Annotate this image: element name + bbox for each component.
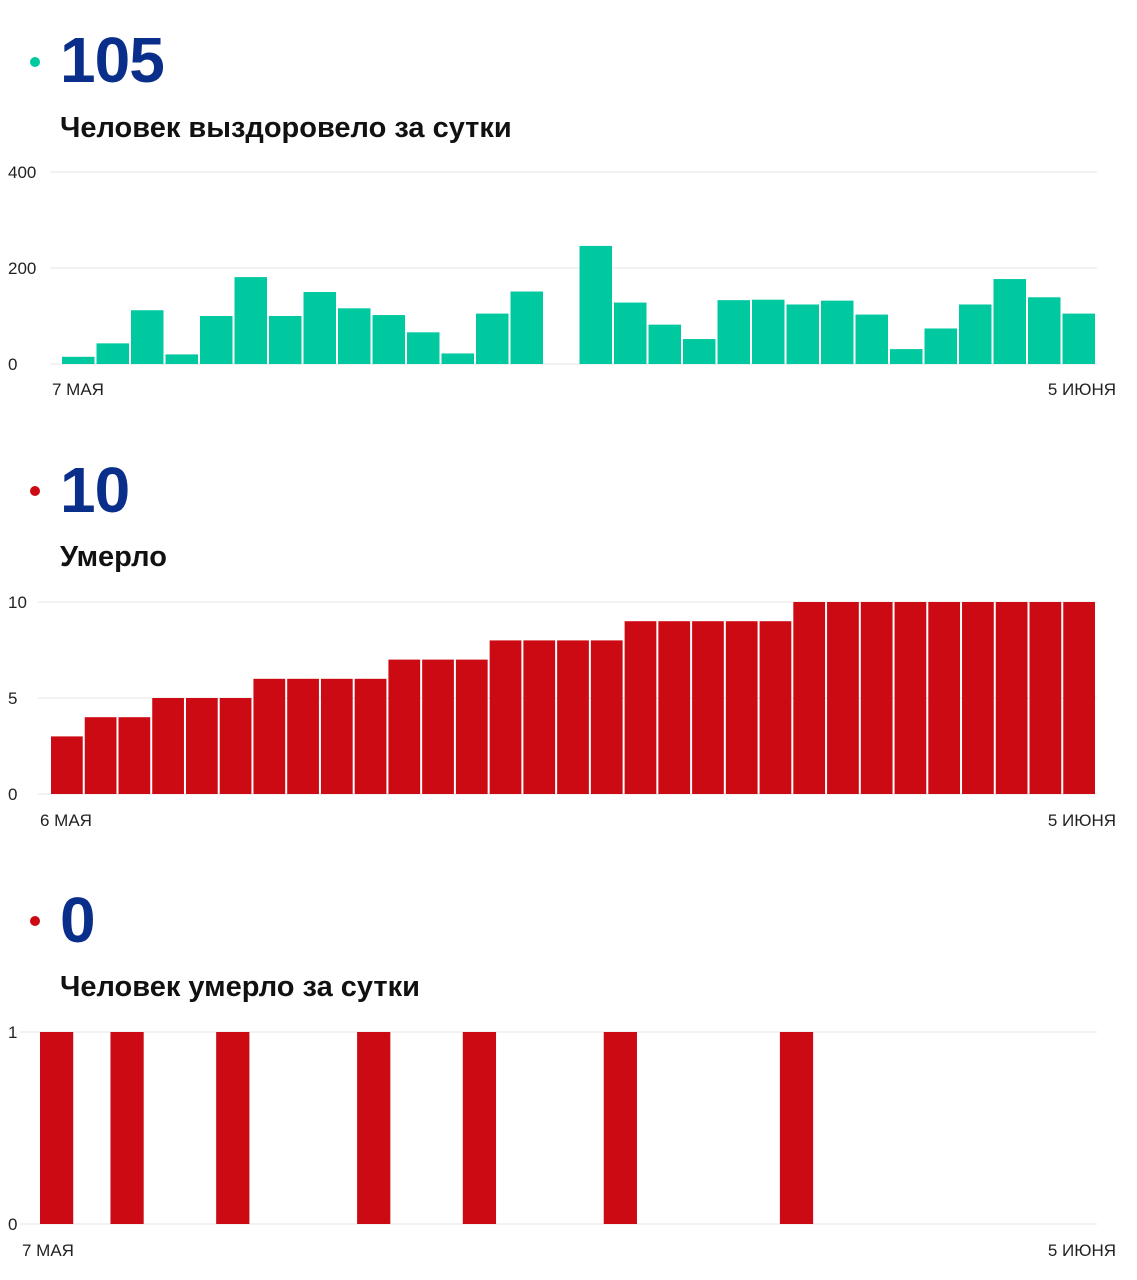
bar <box>827 602 859 794</box>
bar <box>590 640 623 794</box>
deaths-daily-label: Человек умерло за сутки <box>60 971 420 1003</box>
recovered-bar-chart: 0 200 400 7 МАЯ 5 ИЮНЯ <box>8 163 1116 399</box>
deaths-total-bar-chart: 0 5 10 6 МАЯ 5 ИЮНЯ <box>8 593 1116 830</box>
bar <box>523 640 556 794</box>
bar <box>253 678 286 794</box>
bar <box>131 310 164 364</box>
bar <box>993 279 1026 364</box>
y-tick-label: 200 <box>8 259 36 278</box>
bar <box>752 299 785 364</box>
bar <box>455 659 488 794</box>
x-end-label: 5 ИЮНЯ <box>1048 380 1116 399</box>
panel-bullet-dot <box>30 57 40 67</box>
bar <box>303 292 336 364</box>
bar <box>717 300 750 364</box>
bar <box>821 300 854 364</box>
bar <box>216 1032 250 1224</box>
bar <box>793 602 826 794</box>
bar <box>692 621 724 794</box>
y-tick-label: 10 <box>8 593 27 612</box>
bar <box>1029 602 1062 794</box>
bar <box>372 315 405 364</box>
bar <box>1028 297 1061 364</box>
y-tick-label: 0 <box>8 355 17 374</box>
bar <box>84 717 117 794</box>
bar <box>648 324 681 364</box>
bar <box>62 356 95 364</box>
bar <box>1062 313 1095 364</box>
bar <box>860 602 893 794</box>
x-end-label: 5 ИЮНЯ <box>1048 811 1116 830</box>
panel-bullet-dot <box>30 486 40 496</box>
bar <box>422 659 454 794</box>
y-tick-label: 5 <box>8 689 17 708</box>
bar <box>407 332 440 364</box>
bar <box>476 313 509 364</box>
bar <box>338 308 371 364</box>
bar <box>614 302 647 364</box>
bar <box>354 678 387 794</box>
bar <box>1063 602 1095 794</box>
panel-bullet-dot <box>30 916 40 926</box>
bar <box>388 659 421 794</box>
bar <box>557 640 589 794</box>
recovered-count: 105 <box>60 24 165 96</box>
bar <box>200 316 233 364</box>
bar <box>320 678 353 794</box>
bar <box>489 640 522 794</box>
bar <box>152 698 184 794</box>
bar <box>890 349 923 364</box>
bar <box>40 1032 74 1224</box>
bar <box>269 316 302 364</box>
bar <box>855 314 888 364</box>
bar <box>658 621 691 794</box>
bar <box>603 1032 637 1224</box>
deaths-daily-count: 0 <box>60 884 96 956</box>
bar <box>219 698 252 794</box>
bar <box>759 621 792 794</box>
bar <box>962 602 994 794</box>
bar <box>287 678 319 794</box>
bar <box>579 245 612 364</box>
bar <box>924 328 957 364</box>
bar <box>959 304 992 364</box>
bar <box>165 354 198 364</box>
recovered-label: Человек выздоровело за сутки <box>60 112 512 144</box>
bar <box>441 353 474 364</box>
bar <box>96 343 129 364</box>
bar <box>725 621 758 794</box>
y-tick-label: 0 <box>8 785 17 804</box>
bar <box>185 698 218 794</box>
x-start-label: 7 МАЯ <box>52 380 104 399</box>
x-start-label: 6 МАЯ <box>40 811 92 830</box>
y-tick-label: 1 <box>8 1023 17 1042</box>
y-tick-label: 0 <box>8 1215 17 1234</box>
bar <box>894 602 927 794</box>
y-tick-label: 400 <box>8 163 36 182</box>
bar <box>357 1032 391 1224</box>
bar <box>234 277 267 364</box>
bar <box>510 291 543 364</box>
deaths-total-label: Умерло <box>60 541 167 573</box>
bar <box>624 621 657 794</box>
bar <box>995 602 1028 794</box>
bar <box>462 1032 497 1224</box>
x-start-label: 7 МАЯ <box>22 1241 74 1260</box>
deaths-total-count: 10 <box>60 454 130 526</box>
bar <box>683 339 716 364</box>
bar <box>928 602 961 794</box>
bar <box>110 1032 144 1224</box>
bar <box>786 304 819 364</box>
bar <box>118 717 151 794</box>
deaths-daily-bar-chart: 0 1 7 МАЯ 5 ИЮНЯ <box>8 1023 1116 1260</box>
x-end-label: 5 ИЮНЯ <box>1048 1241 1116 1260</box>
bar <box>51 736 83 794</box>
bar <box>779 1032 814 1224</box>
